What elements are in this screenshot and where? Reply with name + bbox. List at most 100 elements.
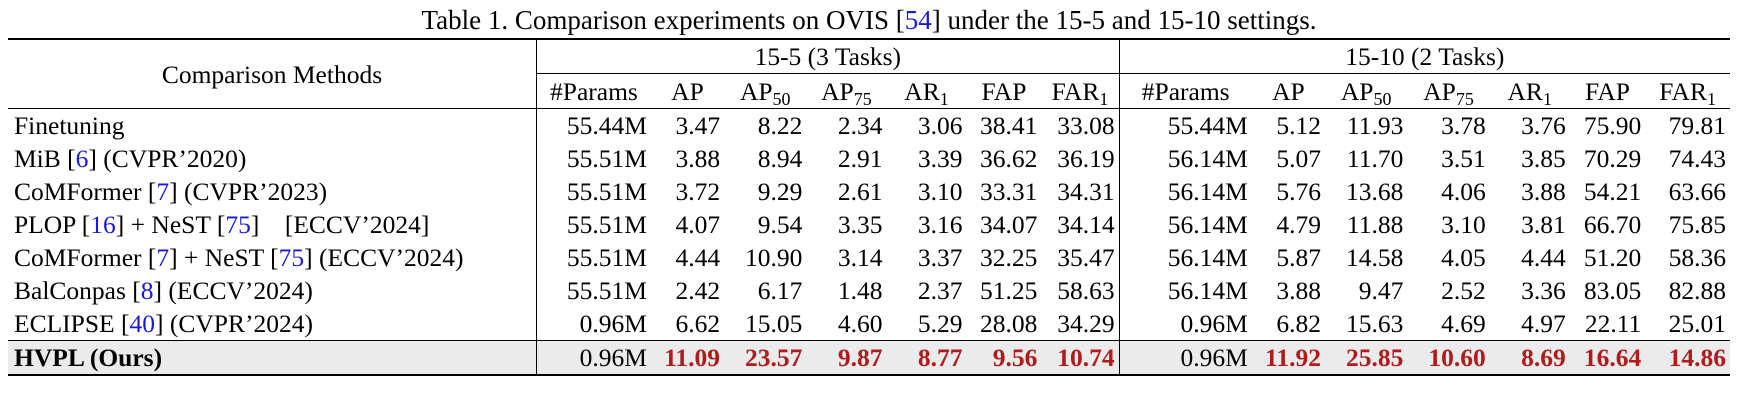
value-cell: 11.70 xyxy=(1346,144,1404,173)
value-cell: 70.29 xyxy=(1583,144,1642,173)
metric-header: AR1 xyxy=(1490,74,1570,109)
metric-header: #Params xyxy=(535,73,651,109)
method-cell: HVPL (Ours) xyxy=(8,340,537,376)
value-cell: 6.82 xyxy=(1276,309,1321,338)
value-cell: 55.51M xyxy=(535,274,651,307)
header-row-groups: Comparison Methods 15-5 (3 Tasks) 15-10 … xyxy=(8,38,1730,109)
value-cell: 6.62 xyxy=(675,309,721,338)
value-cell: 3.88 xyxy=(1521,177,1566,206)
value-cell: 5.29 xyxy=(917,309,963,338)
value-cell: 16.64 xyxy=(1569,340,1646,376)
table-row: BalConpas [8] (ECCV’2024) 55.51M 2.42 6.17 1… xyxy=(8,274,1730,307)
value-cell: 15.63 xyxy=(1345,309,1404,338)
value-cell: 55.51M xyxy=(535,175,651,208)
value-cell: 56.14M xyxy=(1118,142,1252,175)
value-cell: 8.94 xyxy=(757,144,803,173)
method-name: Finetuning xyxy=(14,111,125,140)
caption-suffix: ] under the 15-5 and 15-10 settings. xyxy=(931,5,1317,35)
value-cell: 63.66 xyxy=(1668,177,1726,206)
value-cell: 8.69 xyxy=(1489,340,1570,376)
value-cell: 3.47 xyxy=(650,108,725,142)
citation-link[interactable]: 7 xyxy=(156,177,170,206)
citation-link[interactable]: 75 xyxy=(278,243,305,272)
value-cell: 9.47 xyxy=(1358,276,1404,305)
value-cell: 55.51M xyxy=(535,142,651,175)
citation-link[interactable]: 75 xyxy=(225,210,251,239)
metric-name: AP xyxy=(821,76,854,106)
citation-link[interactable]: 7 xyxy=(156,243,170,272)
value-cell: 3.14 xyxy=(837,243,883,272)
header-row-metrics: #Params AP AP50 AP75 AR1 FAP FAR1 #Params AP AP50… xyxy=(8,73,1730,109)
metric-name: AP xyxy=(671,76,704,106)
comparison-table: Comparison Methods 15-5 (3 Tasks) 15-10 … xyxy=(8,38,1730,376)
value-cell: 3.72 xyxy=(675,177,721,206)
value-cell: 3.81 xyxy=(1521,210,1566,239)
value-cell: 56.14M xyxy=(1118,241,1252,274)
caption-prefix: Table 1. Comparison experiments on OVIS … xyxy=(421,5,905,35)
value-cell: 6.17 xyxy=(757,276,803,305)
method-cell: CoMFormer [7] + NeST [75] (ECCV’2024) xyxy=(14,243,464,272)
metric-header: AP75 xyxy=(806,74,886,109)
citation-link[interactable]: 6 xyxy=(75,144,89,173)
value-cell: 25.85 xyxy=(1324,340,1408,376)
metric-name: AR xyxy=(1507,76,1543,106)
value-cell: 34.14 xyxy=(1057,210,1115,239)
table-row: ECLIPSE [40] (CVPR’2024) 0.96M 6.62 15.05 4.… xyxy=(8,307,1730,341)
metric-header: AP xyxy=(651,74,724,109)
method-combiner: + NeST xyxy=(177,243,271,272)
value-cell: 58.36 xyxy=(1668,243,1726,272)
value-cell: 3.37 xyxy=(917,243,963,272)
metric-header: AP50 xyxy=(1325,74,1407,109)
venue-label: (CVPR’2023) xyxy=(177,177,328,206)
value-cell: 4.97 xyxy=(1521,309,1566,338)
venue-label: (CVPR’2024) xyxy=(163,309,313,338)
value-cell: 4.07 xyxy=(675,210,721,239)
table-row: CoMFormer [7] + NeST [75] (ECCV’2024) 55.… xyxy=(8,241,1730,274)
value-cell: 55.44M xyxy=(1118,108,1252,142)
value-cell: 3.16 xyxy=(917,210,963,239)
citation-link[interactable]: 16 xyxy=(90,210,116,239)
value-cell: 2.52 xyxy=(1441,276,1486,305)
value-cell: 8.22 xyxy=(724,108,807,142)
value-cell: 10.74 xyxy=(1041,340,1120,376)
metric-name: AP xyxy=(1272,76,1305,106)
metric-subscript: 50 xyxy=(772,88,791,109)
metric-subscript: 1 xyxy=(1542,88,1552,109)
value-cell: 23.57 xyxy=(724,340,807,376)
paren-open: ( xyxy=(83,343,99,372)
value-cell: 2.91 xyxy=(837,144,883,173)
value-cell: 11.92 xyxy=(1251,340,1325,376)
value-cell: 51.25 xyxy=(979,276,1038,305)
value-cell: 51.20 xyxy=(1583,243,1642,272)
value-cell: 10.90 xyxy=(745,243,803,272)
value-cell: 2.34 xyxy=(806,108,887,142)
value-cell: 0.96M xyxy=(535,307,651,341)
metric-name: AP xyxy=(1423,76,1456,106)
metric-name: AP xyxy=(739,76,773,106)
metric-header: AP50 xyxy=(724,74,806,109)
value-cell: 14.58 xyxy=(1345,243,1404,272)
citation-link[interactable]: 40 xyxy=(129,309,155,338)
table-row: MiB [6] (CVPR’2020) 55.51M 3.88 8.94 2.91 3.3… xyxy=(8,142,1730,175)
value-cell: 5.76 xyxy=(1276,177,1321,206)
value-cell: 0.96M xyxy=(1118,307,1252,341)
value-cell: 1.48 xyxy=(837,276,883,305)
caption-citation-link[interactable]: 54 xyxy=(904,5,932,35)
value-cell: 10.60 xyxy=(1407,340,1490,376)
value-cell: 9.56 xyxy=(966,340,1042,376)
metric-header: FAR1 xyxy=(1645,74,1730,109)
value-cell: 56.14M xyxy=(1118,208,1252,241)
value-cell: 8.77 xyxy=(886,340,967,376)
value-cell: 9.87 xyxy=(806,340,887,376)
method-cell: CoMFormer [7] (CVPR’2023) xyxy=(14,177,328,206)
value-cell: 9.29 xyxy=(757,177,803,206)
method-name: ECLIPSE xyxy=(14,309,121,338)
citation-link[interactable]: 8 xyxy=(140,276,154,305)
venue-label: [ECCV’2024] xyxy=(259,210,430,239)
value-cell: 3.78 xyxy=(1407,108,1490,142)
value-cell: 3.76 xyxy=(1489,108,1570,142)
metric-name: FAR xyxy=(1051,76,1100,106)
value-cell: 9.54 xyxy=(757,210,803,239)
value-cell: 13.68 xyxy=(1345,177,1404,206)
value-cell: 55.51M xyxy=(535,241,651,274)
